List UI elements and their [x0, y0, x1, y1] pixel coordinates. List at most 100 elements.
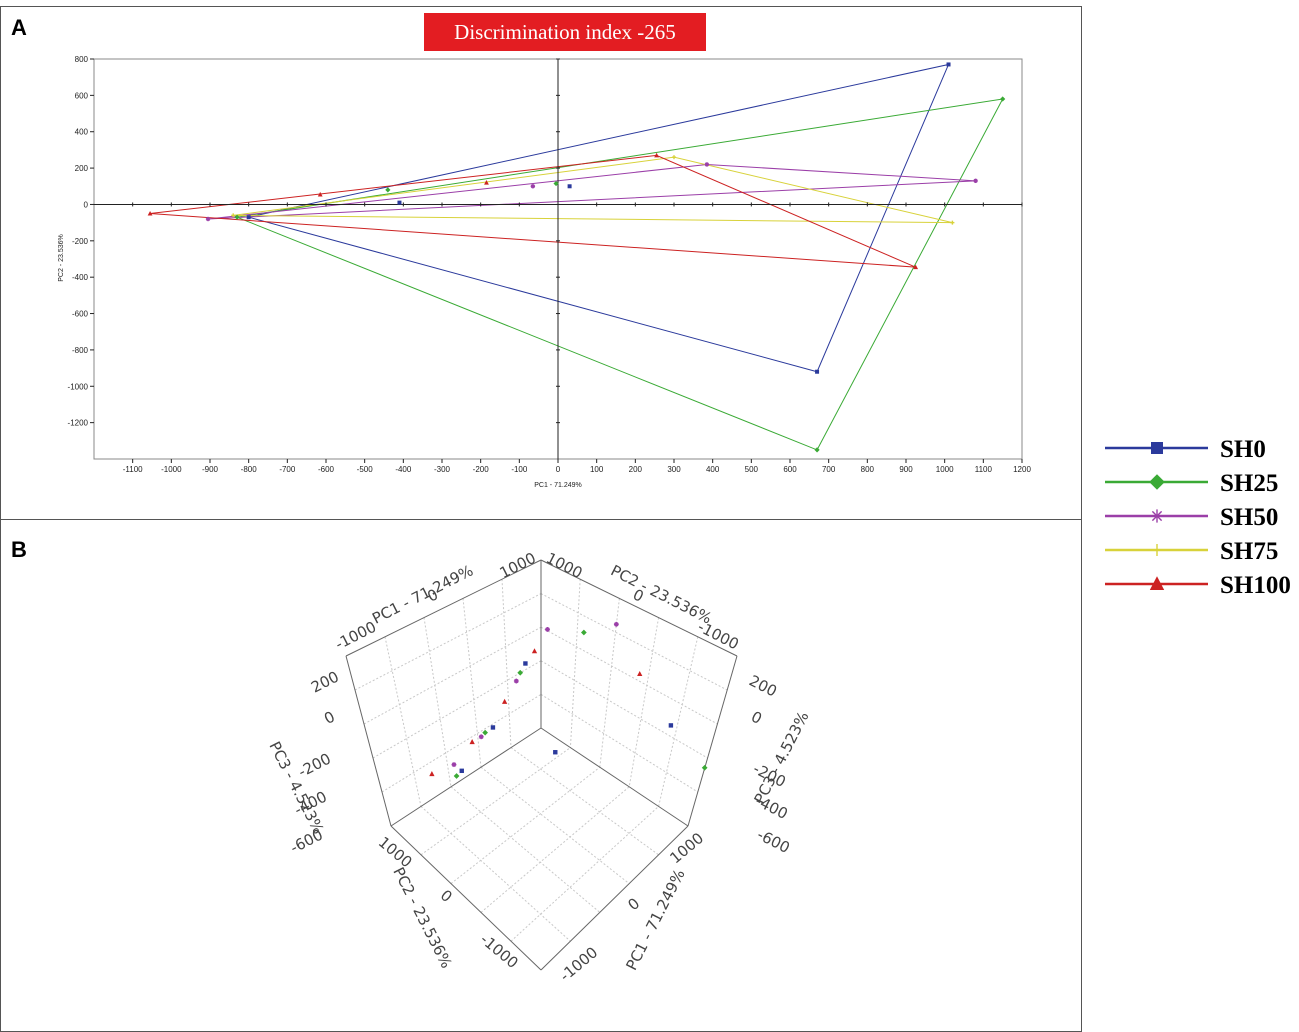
legend-label: SH0 — [1220, 436, 1266, 463]
point-sh75 — [950, 220, 955, 225]
3d-points-layer — [429, 621, 708, 779]
grid-line — [354, 593, 542, 691]
point-3d-sh25 — [453, 773, 460, 779]
legend-label: SH100 — [1220, 572, 1291, 599]
hull-sh25 — [235, 98, 1004, 451]
point-3d-sh50 — [613, 621, 619, 627]
grid-line — [420, 806, 571, 942]
point-3d-sh100 — [531, 648, 538, 654]
y-tick-label: -200 — [72, 237, 89, 246]
pc3-tick-left: 0 — [321, 708, 338, 728]
hull-sh50 — [208, 163, 976, 220]
hull-sh0 — [248, 63, 950, 373]
point-sh100 — [913, 264, 919, 270]
grid-line — [501, 579, 512, 748]
pc1-axis-label-bottom: PC1 - 71.249% — [622, 866, 688, 973]
grid-line — [363, 626, 542, 725]
x-tick-label: -1000 — [161, 465, 182, 474]
hull-sh75 — [233, 156, 953, 224]
legend-item-sh0: SH0 — [1105, 436, 1266, 463]
hull-sh100 — [150, 154, 916, 268]
pc2-tick: 1000 — [543, 549, 585, 582]
grid-line — [510, 747, 659, 856]
point-3d-sh0 — [553, 750, 558, 755]
3d-box-layer — [345, 559, 738, 971]
pc2-axis-label-top: PC2 - 23.536% — [608, 561, 715, 627]
points-layer — [147, 62, 1006, 453]
point-sh0 — [946, 62, 951, 67]
y-tick-label: 200 — [75, 164, 89, 173]
pc3-tick-left: 200 — [308, 668, 342, 697]
grid-line — [372, 660, 542, 759]
point-sh100 — [654, 152, 659, 158]
x-tick-label: 0 — [556, 465, 561, 474]
hull-layer — [150, 63, 1004, 451]
x-tick-label: 400 — [706, 465, 720, 474]
point-3d-sh50 — [451, 762, 457, 768]
point-sh0 — [246, 215, 251, 220]
legend-marker — [1149, 576, 1165, 590]
grid-line — [384, 636, 422, 807]
point-sh25 — [814, 447, 820, 453]
box-edge — [540, 825, 689, 971]
grid-line — [480, 766, 630, 884]
box-edge — [540, 727, 689, 827]
grid-line — [381, 693, 542, 793]
legend-item-sh50: SH50 — [1105, 504, 1278, 531]
point-sh100 — [484, 180, 489, 185]
pc1-tick: 1000 — [497, 549, 539, 582]
y-tick-label: 800 — [75, 55, 89, 64]
pc3-tick-right: 0 — [748, 708, 765, 728]
grid-line — [450, 786, 601, 913]
ticks-layer: -1100 -1000 -900 -800 -700 -600 -500 -400 -300 -2… — [68, 55, 1032, 474]
point-sh50 — [704, 162, 710, 167]
point-sh25 — [553, 180, 559, 187]
legend: SH0 SH25 SH50 SH75 SH100 — [1105, 436, 1291, 599]
point-3d-sh25 — [482, 729, 489, 736]
point-3d-sh0 — [459, 768, 464, 774]
x-tick-label: 100 — [590, 465, 604, 474]
x-tick-label: -500 — [357, 465, 374, 474]
x-tick-label: 600 — [783, 465, 797, 474]
x-tick-label: 1200 — [1013, 465, 1031, 474]
pc2-tick-bottom: 1000 — [375, 833, 416, 871]
y-tick-label: 600 — [75, 91, 89, 100]
point-3d-sh25 — [581, 629, 587, 636]
x-tick-label: -100 — [511, 465, 528, 474]
point-3d-sh0 — [523, 661, 528, 666]
grid-line — [420, 747, 571, 856]
x-tick-label: -1100 — [123, 465, 143, 474]
pc3-axis-label-right: PC3 - 4.523% — [751, 709, 813, 807]
box-edge — [345, 655, 392, 827]
y-tick-label: -1000 — [68, 382, 89, 391]
pc2-tick-bottom: -1000 — [477, 930, 522, 972]
pc2-axis-label-bottom: PC2 - 23.536% — [389, 864, 455, 971]
legend-marker — [1150, 509, 1164, 523]
chart-a-title: Discrimination index -265 — [424, 13, 706, 51]
x-tick-label: -800 — [241, 465, 258, 474]
x-tick-label: 500 — [745, 465, 759, 474]
box-edge — [390, 825, 542, 971]
legend-marker — [1151, 544, 1163, 556]
y-tick-label: -800 — [72, 346, 89, 355]
grid-line — [540, 660, 708, 759]
point-sh0 — [815, 369, 820, 374]
x-tick-label: -300 — [434, 465, 451, 474]
grid-line — [540, 626, 718, 725]
point-sh75 — [672, 155, 676, 160]
legend-label: SH25 — [1220, 470, 1278, 497]
pc1-tick-bottom: 0 — [624, 894, 643, 914]
x-tick-label: 300 — [667, 465, 681, 474]
y-tick-label: 0 — [84, 200, 89, 209]
x-tick-label: -900 — [202, 465, 219, 474]
grid-line — [628, 617, 660, 787]
pc1-tick-bottom: -1000 — [556, 943, 601, 985]
point-3d-sh0 — [668, 723, 674, 728]
grid-line — [450, 766, 601, 884]
grid-line — [569, 579, 581, 748]
legend-item-sh100: SH100 — [1105, 572, 1291, 599]
x-tick-label: 200 — [629, 465, 643, 474]
point-sh25 — [385, 187, 391, 193]
y-axis-label: PC2 - 23.536% — [58, 234, 65, 281]
point-sh100 — [317, 191, 323, 197]
